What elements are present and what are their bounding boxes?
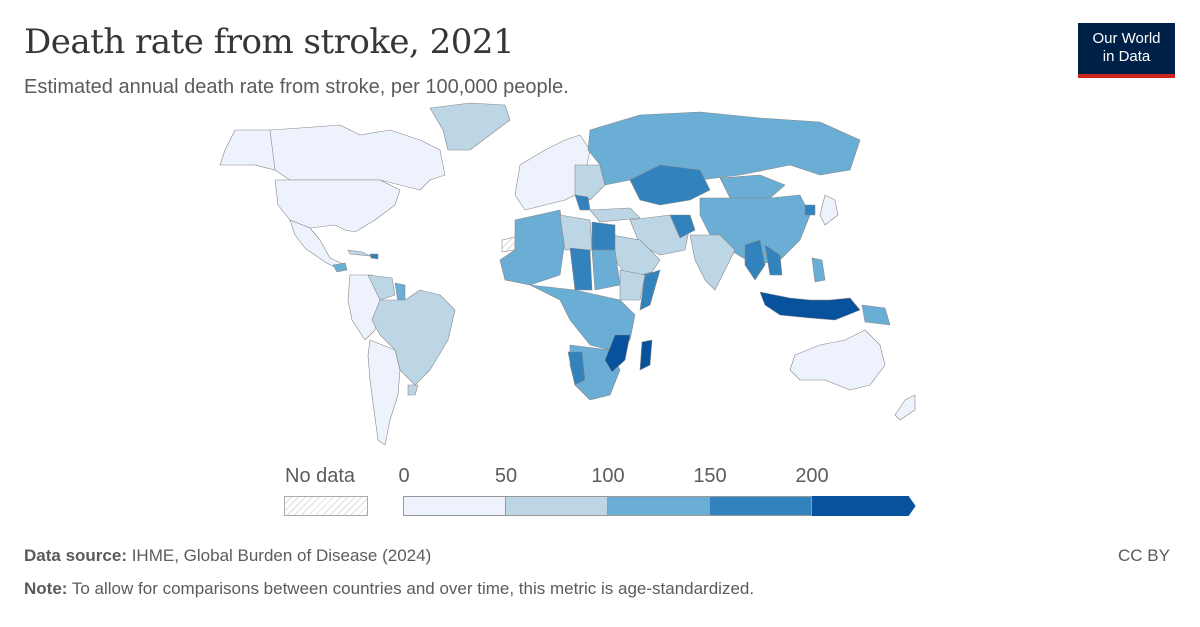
license-link[interactable]: CC BY [1118,546,1170,565]
chart-subtitle: Estimated annual death rate from stroke,… [24,76,569,98]
no-data-swatch[interactable] [284,496,368,516]
region-north-korea[interactable] [804,204,816,216]
legend-bin-100-150[interactable] [608,496,710,516]
world-map[interactable] [0,100,1200,460]
region-alaska[interactable] [219,129,276,171]
legend-tick-100: 100 [591,465,625,487]
source-text[interactable]: IHME, Global Burden of Disease (2024) [126,546,432,565]
logo-line-1: Our World [1092,30,1161,47]
region-somalia[interactable] [639,269,661,311]
region-honduras[interactable] [332,262,348,273]
region-namibia[interactable] [567,351,586,386]
region-haiti[interactable] [369,253,379,260]
region-uruguay[interactable] [407,384,419,396]
region-libya[interactable] [559,214,593,251]
region-venezuela[interactable] [367,274,396,301]
region-india[interactable] [689,234,736,291]
region-indonesia[interactable] [759,291,861,321]
logo-accent-bar [1078,74,1175,78]
note: Note: To allow for comparisons between c… [24,579,754,599]
legend-bin-over-200[interactable] [812,496,916,516]
region-papua-new-guinea[interactable] [861,304,891,326]
region-sudan[interactable] [591,249,621,291]
region-guyana[interactable] [394,282,406,303]
region-japan[interactable] [819,194,839,226]
region-chad[interactable] [569,247,593,291]
region-myanmar[interactable] [744,239,766,281]
region-balkans[interactable] [574,194,591,211]
legend-tick-200: 200 [795,465,829,487]
region-afghanistan[interactable] [669,214,696,239]
logo-line-2: in Data [1102,48,1151,65]
owid-logo[interactable]: Our World in Data [1078,23,1175,78]
note-label: Note: [24,579,68,598]
region-russia[interactable] [587,111,861,186]
legend-bin-0-50[interactable] [403,496,506,516]
legend-tick-0: 0 [398,465,410,487]
region-kazakhstan[interactable] [629,164,711,206]
region-argentina-chile[interactable] [367,339,401,446]
region-greenland[interactable] [429,102,511,151]
note-text: To allow for comparisons between countri… [67,579,755,598]
region-mozambique[interactable] [604,334,631,373]
region-cuba[interactable] [347,249,371,257]
region-brazil[interactable] [371,289,456,386]
region-western-sahara[interactable] [501,236,516,253]
no-data-label: No data [285,465,356,487]
region-turkey[interactable] [589,207,641,223]
region-egypt[interactable] [591,221,616,251]
legend-bin-150-200[interactable] [710,496,812,516]
region-usa[interactable] [274,179,401,233]
legend-bin-50-100[interactable] [506,496,608,516]
region-mongolia[interactable] [719,174,786,199]
region-ethiopia[interactable] [619,269,646,301]
region-vietnam[interactable] [764,244,783,276]
region-australia[interactable] [789,329,886,391]
region-new-zealand[interactable] [894,394,916,421]
region-eastern-europe[interactable] [574,164,606,201]
chart-title: Death rate from stroke, 2021 [24,22,515,62]
color-legend: No data 0 50 100 150 200 [0,460,1200,520]
region-philippines[interactable] [811,257,826,283]
region-mexico[interactable] [289,219,346,271]
legend-tick-150: 150 [693,465,727,487]
data-source: Data source: IHME, Global Burden of Dise… [24,546,431,566]
region-madagascar[interactable] [639,339,653,371]
source-label: Data source: [24,546,127,565]
legend-tick-50: 50 [494,465,518,487]
